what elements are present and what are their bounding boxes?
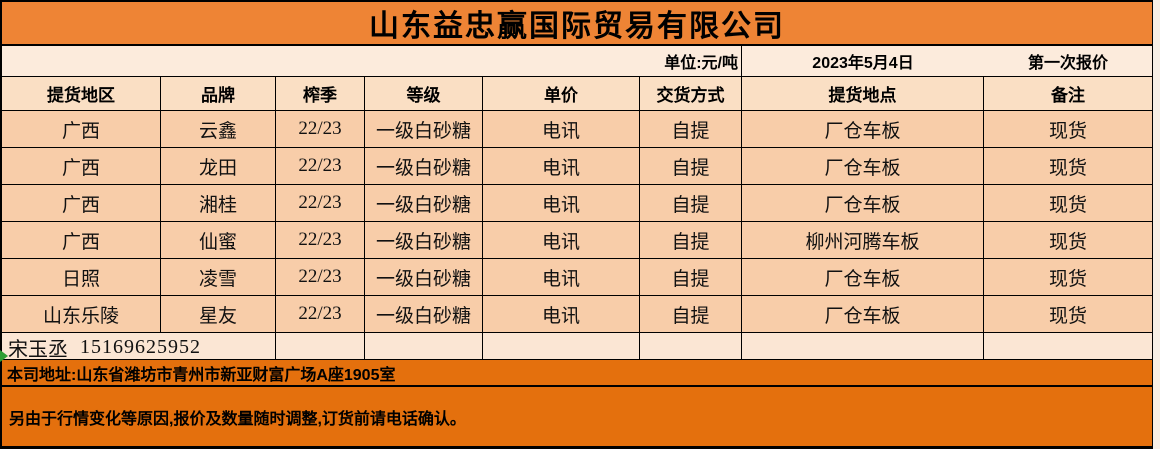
cell-brand: 仙蜜 xyxy=(161,222,276,258)
column-header-location: 提货地点 xyxy=(742,77,984,110)
empty-cell xyxy=(640,333,742,362)
column-header-note: 备注 xyxy=(1051,86,1085,105)
cell-season: 22/23 xyxy=(276,185,365,221)
cell-region: 广西 xyxy=(2,185,161,221)
cell-season: 22/23 xyxy=(276,111,365,147)
cell-brand: 凌雪 xyxy=(161,259,276,295)
column-header-delivery: 交货方式 xyxy=(640,77,742,110)
empty-cell xyxy=(984,333,1152,362)
column-header-grade: 等级 xyxy=(365,77,483,110)
cell-brand: 云鑫 xyxy=(161,111,276,147)
cell-region: 日照 xyxy=(2,259,161,295)
quote-round-label: 第一次报价 xyxy=(1027,55,1108,72)
unit-label: 单位:元/吨 xyxy=(2,46,742,76)
cell-location: 厂仓车板 xyxy=(742,111,984,147)
cell-location: 厂仓车板 xyxy=(742,185,984,221)
title-bar: 山东益忠赢国际贸易有限公司 xyxy=(2,2,1152,46)
column-header-price: 单价 xyxy=(483,77,640,110)
table-row: 广西 龙田 22/23 一级白砂糖 电讯 自提 厂仓车板 现货 xyxy=(2,148,1152,185)
company-title: 山东益忠赢国际贸易有限公司 xyxy=(369,10,785,43)
table-row: 山东乐陵 星友 22/23 一级白砂糖 电讯 自提 厂仓车板 现货 xyxy=(2,296,1152,333)
cell-delivery: 自提 xyxy=(640,222,742,258)
column-header-region: 提货地区 xyxy=(2,77,161,110)
table-row: 广西 仙蜜 22/23 一级白砂糖 电讯 自提 柳州河腾车板 现货 xyxy=(2,222,1152,259)
cell-note: 现货 xyxy=(1048,268,1087,290)
cell-location: 厂仓车板 xyxy=(742,259,984,295)
cell-grade: 一级白砂糖 xyxy=(365,185,483,221)
company-address-bar: 本司地址:山东省潍坊市青州市新亚财富广场A座1905室 xyxy=(2,360,1152,387)
cell-season: 22/23 xyxy=(276,148,365,184)
empty-cell xyxy=(365,333,483,362)
company-address: 本司地址:山东省潍坊市青州市新亚财富广场A座1905室 xyxy=(7,366,396,384)
price-notice: 另由于行情变化等原因,报价及数量随时调整,订货前请电话确认。 xyxy=(9,410,466,428)
cell-delivery: 自提 xyxy=(640,296,742,332)
cell-season: 22/23 xyxy=(276,296,365,332)
price-notice-bar: 另由于行情变化等原因,报价及数量随时调整,订货前请电话确认。 xyxy=(2,387,1152,446)
cell-region: 广西 xyxy=(2,148,161,184)
cell-note: 现货 xyxy=(1048,231,1087,253)
cell-brand: 星友 xyxy=(161,296,276,332)
empty-cell xyxy=(276,333,365,362)
cell-location: 柳州河腾车板 xyxy=(742,222,984,258)
cell-note: 现货 xyxy=(1048,305,1087,327)
column-header-season: 榨季 xyxy=(276,77,365,110)
cell-price: 电讯 xyxy=(483,296,640,332)
empty-cell xyxy=(483,333,640,362)
contact-name: 宋玉丞 xyxy=(8,339,68,361)
cell-price: 电讯 xyxy=(483,148,640,184)
cell-grade: 一级白砂糖 xyxy=(365,148,483,184)
cell-price: 电讯 xyxy=(483,259,640,295)
contact-phone: 15169625952 xyxy=(80,336,201,358)
cell-brand: 湘桂 xyxy=(161,185,276,221)
contact-cell: 宋玉丞 15169625952 xyxy=(2,333,276,362)
meta-row: 单位:元/吨 2023年5月4日 第一次报价 xyxy=(2,46,1152,77)
cell-price: 电讯 xyxy=(483,222,640,258)
cell-location: 厂仓车板 xyxy=(742,148,984,184)
cell-price: 电讯 xyxy=(483,185,640,221)
cell-note: 现货 xyxy=(1048,194,1087,216)
cell-delivery: 自提 xyxy=(640,111,742,147)
cell-season: 22/23 xyxy=(276,222,365,258)
cell-region: 广西 xyxy=(2,222,161,258)
quote-date: 2023年5月4日 xyxy=(812,55,914,72)
table-row: 日照 凌雪 22/23 一级白砂糖 电讯 自提 厂仓车板 现货 xyxy=(2,259,1152,296)
green-marker-icon xyxy=(0,350,8,362)
cell-region: 广西 xyxy=(2,111,161,147)
contact-row: 宋玉丞 15169625952 xyxy=(2,333,1152,362)
cell-delivery: 自提 xyxy=(640,185,742,221)
column-header-brand: 品牌 xyxy=(161,77,276,110)
empty-cell xyxy=(742,333,984,362)
cell-delivery: 自提 xyxy=(640,259,742,295)
cell-brand: 龙田 xyxy=(161,148,276,184)
cell-delivery: 自提 xyxy=(640,148,742,184)
cell-note: 现货 xyxy=(1048,120,1087,142)
cell-grade: 一级白砂糖 xyxy=(365,111,483,147)
cell-price: 电讯 xyxy=(483,111,640,147)
cell-note: 现货 xyxy=(1048,157,1087,179)
table-row: 广西 湘桂 22/23 一级白砂糖 电讯 自提 厂仓车板 现货 xyxy=(2,185,1152,222)
cell-grade: 一级白砂糖 xyxy=(365,259,483,295)
cell-region: 山东乐陵 xyxy=(2,296,161,332)
table-row: 广西 云鑫 22/23 一级白砂糖 电讯 自提 厂仓车板 现货 xyxy=(2,111,1152,148)
cell-grade: 一级白砂糖 xyxy=(365,222,483,258)
cell-location: 厂仓车板 xyxy=(742,296,984,332)
cell-grade: 一级白砂糖 xyxy=(365,296,483,332)
cell-season: 22/23 xyxy=(276,259,365,295)
table-header-row: 提货地区 品牌 榨季 等级 单价 交货方式 提货地点 备注 xyxy=(2,77,1152,111)
